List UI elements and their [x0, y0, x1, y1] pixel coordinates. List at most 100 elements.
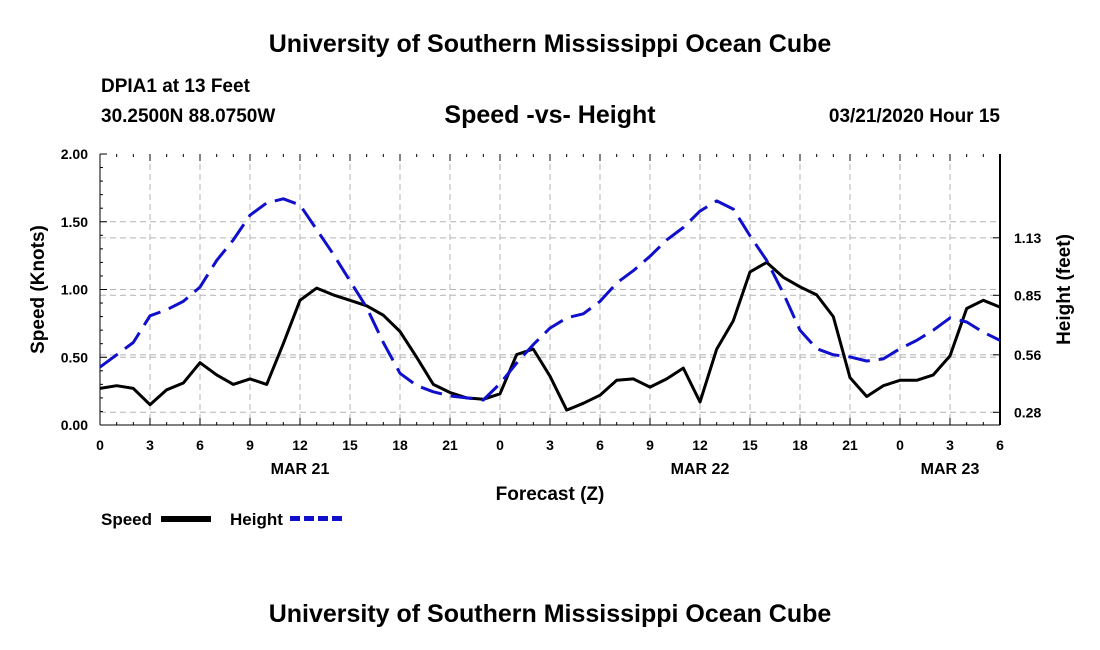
data-point-height: [132, 341, 134, 343]
data-point-speed: [215, 374, 217, 376]
data-point-speed: [449, 391, 451, 393]
data-point-height: [249, 214, 251, 216]
data-point-height: [549, 327, 551, 329]
data-point-height: [265, 202, 267, 204]
date-label: MAR 21: [271, 461, 330, 478]
data-point-speed: [799, 286, 801, 288]
x-axis-title: Forecast (Z): [496, 484, 605, 505]
data-point-height: [949, 317, 951, 319]
y-tick-label: 1.50: [61, 214, 88, 230]
coordinates-label: 30.2500N 88.0750W: [101, 106, 276, 127]
data-point-speed: [882, 385, 884, 387]
data-point-speed: [282, 343, 284, 345]
data-point-height: [615, 282, 617, 284]
data-point-height: [899, 347, 901, 349]
data-point-height: [999, 339, 1001, 341]
x-tick-label: 9: [246, 437, 254, 453]
series-line-height: [99, 197, 1001, 402]
data-point-speed: [499, 393, 501, 395]
data-point-speed: [999, 306, 1001, 308]
data-point-height: [365, 306, 367, 308]
data-point-speed: [865, 395, 867, 397]
chart-series: [99, 197, 1001, 412]
data-point-height: [99, 366, 101, 368]
data-point-height: [915, 339, 917, 341]
data-point-speed: [549, 375, 551, 377]
x-tick-label: 18: [792, 437, 808, 453]
data-point-speed: [832, 315, 834, 317]
x-tick-label: 0: [96, 437, 104, 453]
data-point-speed: [899, 379, 901, 381]
data-point-height: [632, 269, 634, 271]
data-point-height: [865, 360, 867, 362]
x-tick-label: 6: [596, 437, 604, 453]
date-label: MAR 22: [671, 461, 730, 478]
x-tick-label: 6: [196, 437, 204, 453]
legend-speed-swatch: [161, 516, 211, 522]
y-tick-label: 0.50: [61, 349, 88, 365]
data-point-height: [665, 239, 667, 241]
data-point-speed: [349, 299, 351, 301]
x-tick-label: 21: [842, 437, 858, 453]
data-point-height: [782, 292, 784, 294]
data-point-height: [765, 259, 767, 261]
data-point-speed: [582, 402, 584, 404]
data-point-height: [882, 358, 884, 360]
data-point-speed: [115, 385, 117, 387]
data-point-speed: [232, 383, 234, 385]
data-point-height: [932, 329, 934, 331]
data-point-height: [232, 239, 234, 241]
x-tick-label: 15: [342, 437, 358, 453]
footer-title: University of Southern Mississippi Ocean…: [268, 600, 832, 628]
data-point-height: [482, 399, 484, 401]
x-tick-label: 12: [292, 437, 308, 453]
data-point-speed: [699, 401, 701, 403]
data-point-height: [299, 204, 301, 206]
data-point-height: [382, 341, 384, 343]
date-label: MAR 23: [921, 461, 980, 478]
page-title: University of Southern Mississippi Ocean…: [268, 30, 832, 58]
data-point-height: [399, 372, 401, 374]
data-point-speed: [982, 299, 984, 301]
data-point-height: [182, 300, 184, 302]
data-point-speed: [382, 314, 384, 316]
data-point-height: [849, 356, 851, 358]
data-point-height: [799, 329, 801, 331]
data-point-speed: [715, 348, 717, 350]
x-tick-label: 3: [546, 437, 554, 453]
data-point-height: [815, 347, 817, 349]
data-point-height: [149, 315, 151, 317]
data-point-height: [115, 354, 117, 356]
data-point-speed: [432, 383, 434, 385]
data-point-speed: [682, 367, 684, 369]
data-point-height: [749, 235, 751, 237]
data-point-speed: [99, 387, 101, 389]
data-point-height: [732, 208, 734, 210]
data-point-speed: [815, 294, 817, 296]
data-point-height: [449, 395, 451, 397]
data-point-height: [465, 397, 467, 399]
data-point-speed: [615, 379, 617, 381]
data-point-height: [982, 331, 984, 333]
data-point-height: [199, 286, 201, 288]
data-point-speed: [149, 403, 151, 405]
y-tick-label: 2.00: [61, 146, 88, 162]
data-point-speed: [165, 389, 167, 391]
y-tick-label: 1.00: [61, 282, 88, 298]
data-point-height: [565, 317, 567, 319]
data-point-height: [515, 362, 517, 364]
datetime-label: 03/21/2020 Hour 15: [828, 106, 1000, 127]
data-point-height: [349, 280, 351, 282]
chart-title: Speed -vs- Height: [444, 101, 656, 129]
y2-tick-label: 0.85: [1014, 287, 1041, 303]
data-point-speed: [299, 299, 301, 301]
x-tick-label: 3: [946, 437, 954, 453]
y2-tick-label: 1.13: [1014, 230, 1041, 246]
x-tick-label: 15: [742, 437, 758, 453]
x-tick-label: 21: [442, 437, 458, 453]
data-point-height: [432, 391, 434, 393]
data-point-speed: [265, 383, 267, 385]
data-point-speed: [249, 378, 251, 380]
data-point-speed: [632, 378, 634, 380]
data-point-speed: [315, 287, 317, 289]
